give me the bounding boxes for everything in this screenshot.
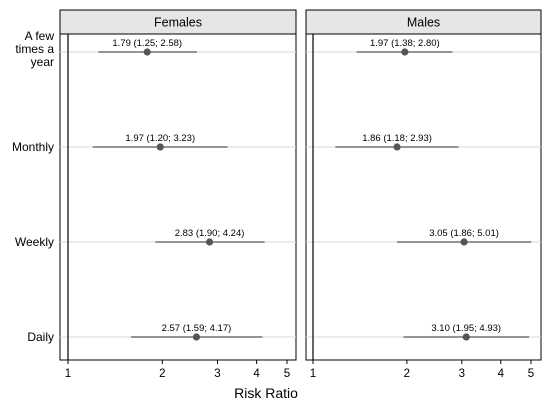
data-label: 1.86 (1.18; 2.93): [362, 133, 432, 144]
point-estimate: [460, 238, 468, 246]
point-estimate: [205, 238, 214, 246]
x-tick-label: 1: [310, 368, 316, 380]
panel-header: [305, 9, 542, 35]
data-label: 1.97 (1.38; 2.80): [370, 38, 440, 49]
panel-title: Females: [154, 16, 202, 30]
row-label: Daily: [27, 330, 54, 344]
x-axis-title: Risk Ratio: [234, 385, 298, 401]
x-tick-label: 1: [65, 368, 71, 380]
point-estimate: [393, 143, 401, 151]
point-estimate: [156, 143, 164, 151]
plot-frame: [305, 33, 542, 361]
data-label: 1.97 (1.20; 3.23): [125, 133, 195, 144]
row-label: Weekly: [15, 235, 54, 249]
row-label: Monthly: [12, 140, 54, 154]
point-estimate: [143, 48, 151, 56]
x-tick-label: 5: [528, 368, 534, 380]
x-tick-label: 2: [404, 368, 410, 380]
point-estimate: [462, 333, 470, 341]
plot-frame: [59, 33, 297, 361]
data-label: 2.57 (1.59; 4.17): [162, 323, 232, 334]
panel-header: [59, 9, 297, 35]
x-tick-label: 3: [214, 368, 220, 380]
data-label: 3.10 (1.95; 4.93): [431, 323, 501, 334]
data-label: 2.83 (1.90; 4.24): [175, 228, 245, 239]
point-estimate: [401, 48, 409, 56]
x-tick-label: 2: [159, 368, 165, 380]
panel-title: Males: [407, 16, 440, 30]
x-tick-label: 4: [498, 368, 505, 380]
row-label: A few: [25, 29, 55, 43]
panel-females: Females 1.79 (1.25; 2.58) 1.97 (1.20; 3.23…: [59, 9, 297, 380]
x-tick-label: 3: [459, 368, 465, 380]
x-tick-label: 4: [253, 368, 260, 380]
row-label: year: [31, 55, 54, 69]
x-tick-label: 5: [284, 368, 290, 380]
panel-males: Males 1.97 (1.38; 2.80) 1.86 (1.18; 2.93) 3…: [305, 9, 542, 380]
point-estimate: [192, 333, 201, 341]
data-label: 1.79 (1.25; 2.58): [112, 38, 182, 49]
data-label: 3.05 (1.86; 5.01): [429, 228, 499, 239]
row-label: times a: [15, 42, 54, 56]
